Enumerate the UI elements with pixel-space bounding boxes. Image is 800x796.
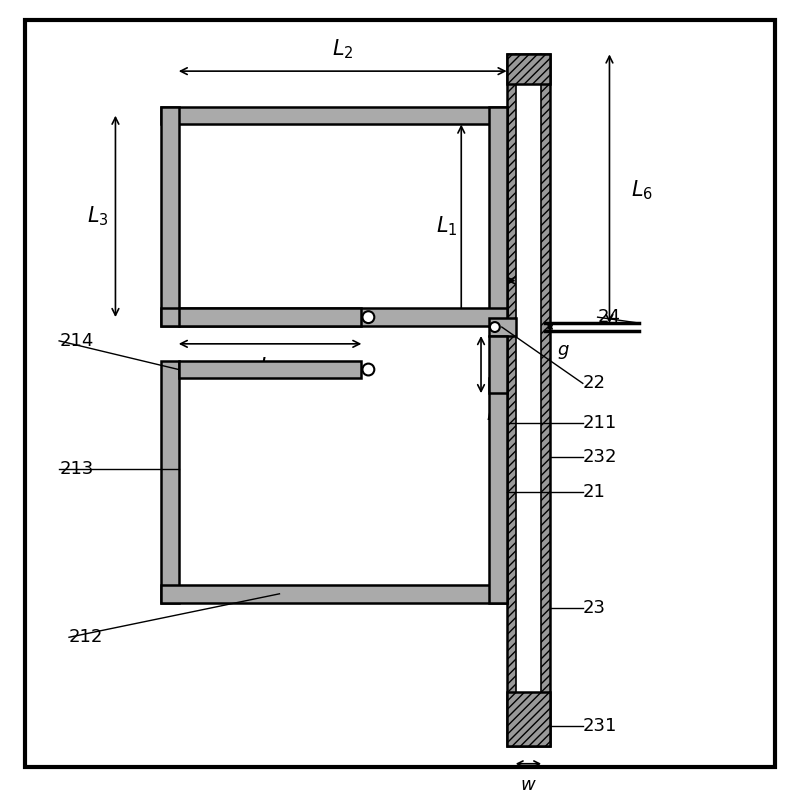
Text: $L_2$: $L_2$ [332, 37, 354, 61]
Bar [489, 336, 506, 393]
Bar [489, 378, 506, 603]
Bar [506, 692, 550, 746]
Bar [506, 692, 550, 746]
Bar [506, 54, 550, 746]
Text: 231: 231 [582, 717, 617, 736]
Bar [161, 107, 506, 124]
Circle shape [362, 364, 374, 376]
Text: $L_1$: $L_1$ [436, 214, 457, 237]
Text: $d$: $d$ [526, 256, 541, 277]
Bar [489, 107, 506, 326]
Bar [161, 585, 506, 603]
Text: 214: 214 [59, 332, 94, 350]
Bar [161, 361, 178, 603]
Circle shape [362, 311, 374, 323]
Bar [506, 54, 550, 84]
Bar [161, 308, 506, 326]
Bar [506, 54, 550, 746]
Text: 24: 24 [598, 308, 621, 326]
Text: $g$: $g$ [557, 343, 570, 361]
Text: 213: 213 [59, 460, 94, 478]
Bar [515, 54, 542, 746]
Text: 23: 23 [582, 599, 606, 617]
Text: 232: 232 [582, 448, 618, 466]
Bar [489, 318, 515, 336]
Text: 212: 212 [69, 628, 103, 646]
Text: 22: 22 [582, 374, 606, 392]
Text: $L_6$: $L_6$ [631, 179, 654, 202]
Bar [178, 308, 362, 326]
Bar [161, 107, 178, 326]
Bar [506, 54, 550, 84]
Text: 21: 21 [582, 483, 606, 501]
Bar [178, 361, 362, 378]
Text: 211: 211 [582, 414, 617, 432]
Text: $L_4$: $L_4$ [259, 356, 281, 379]
Text: $L_5$: $L_5$ [486, 405, 505, 425]
Text: $L_3$: $L_3$ [87, 205, 109, 228]
Text: $w$: $w$ [520, 775, 537, 794]
Circle shape [490, 322, 500, 332]
